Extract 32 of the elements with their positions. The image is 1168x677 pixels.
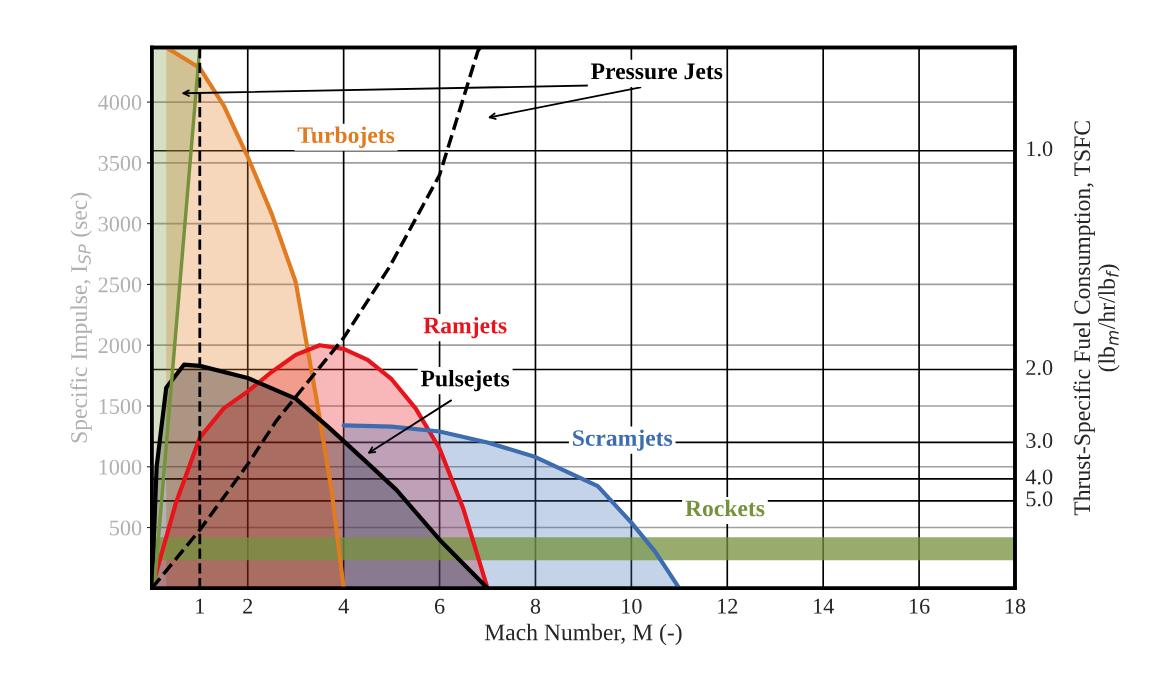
x-tick-label: 18 <box>1005 598 1026 614</box>
annotation: Pressure Jets <box>591 63 723 80</box>
x-axis-title: Mach Number, M (-) <box>484 623 682 646</box>
text: 1.0 <box>1027 141 1053 157</box>
x-tick-label: 1 <box>196 598 205 614</box>
y-tick-label: 3500 <box>98 155 142 171</box>
annotation: Ramjets <box>423 316 507 339</box>
y-tick-label: 2500 <box>98 277 142 293</box>
x-tick-label: 10 <box>622 598 642 614</box>
x-tick-label: 4 <box>338 598 349 614</box>
y-tick-label: 500 <box>110 520 142 536</box>
text: 3.0 <box>1026 433 1053 449</box>
annotation: Rockets <box>685 499 765 517</box>
annotation: Scramjets <box>573 429 673 451</box>
x-tick-label: 14 <box>814 598 834 614</box>
y2-axis-title: Thrust-Specific Fuel Consumption, TSFC (lb$_{m}$/hr/lb$_{f}$) <box>1073 121 1120 516</box>
annotation: Pulsejets <box>420 369 510 392</box>
y-axis-title: Specific Impulse, I$_{SP}$ (sec) <box>70 192 92 443</box>
x-tick-label: 16 <box>909 598 930 614</box>
annotation: Turbojets <box>297 126 395 148</box>
text: 4.0 <box>1025 469 1053 485</box>
y-tick-label: 3000 <box>98 216 142 232</box>
x-tick-label: 8 <box>530 598 541 614</box>
y-tick-label: 1500 <box>99 398 142 414</box>
x-tick-label: 6 <box>434 598 445 614</box>
x-tick-label: 12 <box>718 598 738 614</box>
y-tick-label: 1000 <box>99 459 142 475</box>
y-tick-label: 4000 <box>98 95 142 111</box>
text: 2.0 <box>1026 360 1053 376</box>
text: 5.0 <box>1026 491 1053 507</box>
x-tick-label: 2 <box>243 598 253 614</box>
y-tick-label: 2000 <box>98 338 142 354</box>
